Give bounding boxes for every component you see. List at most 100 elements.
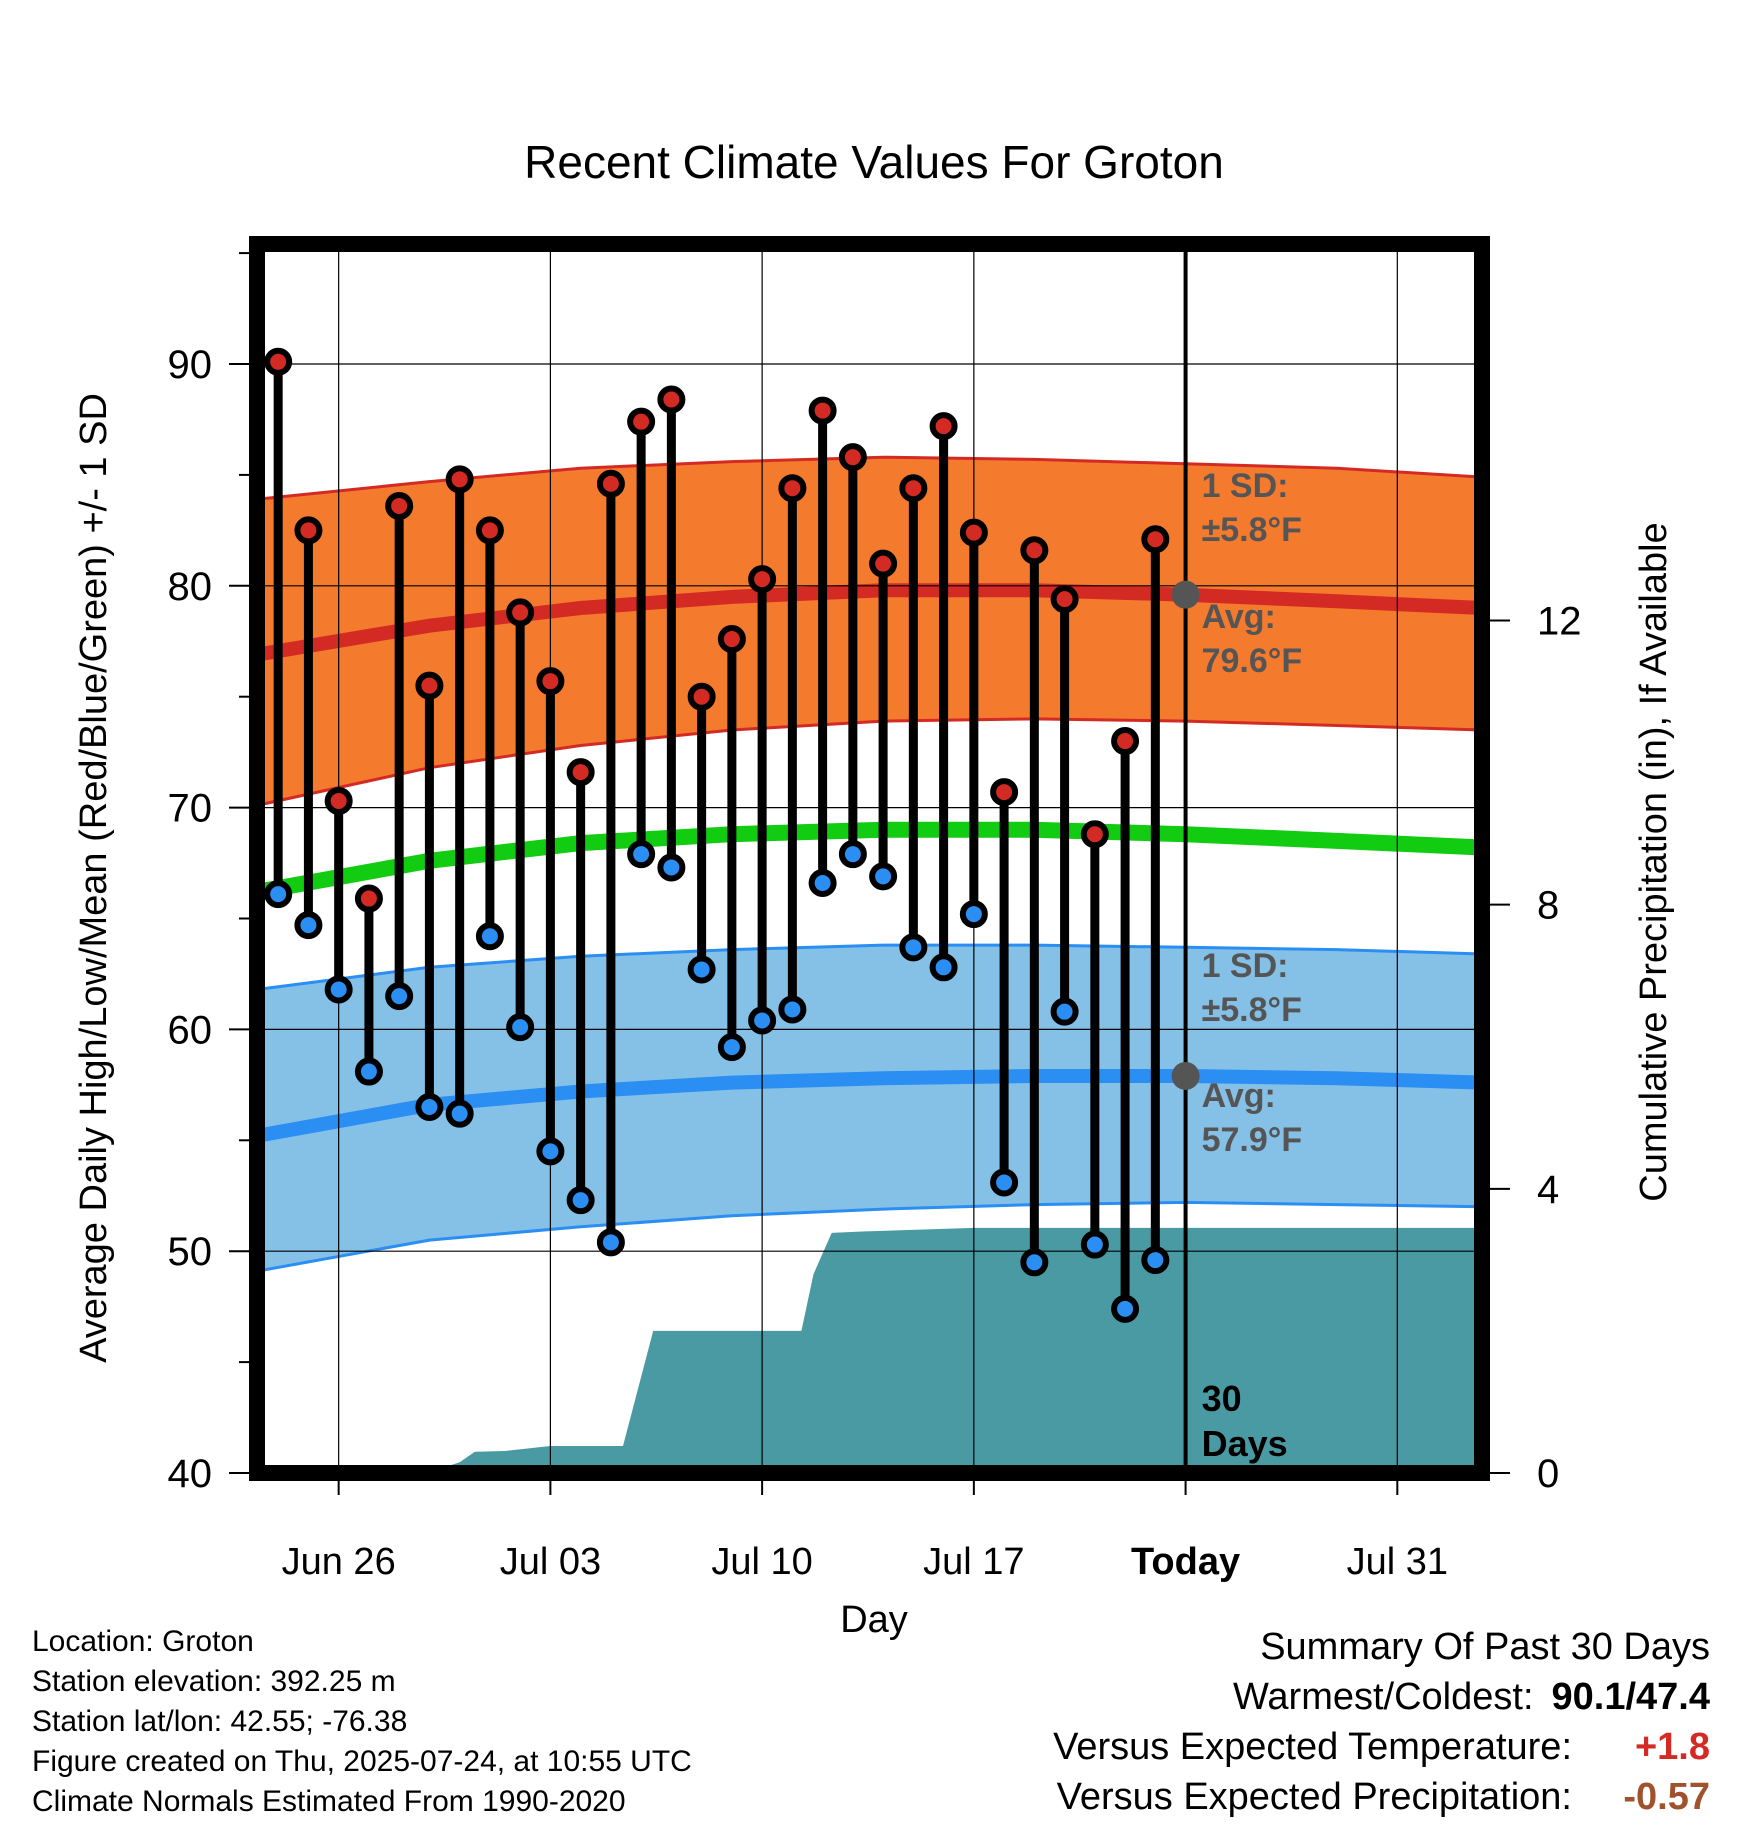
high-marker xyxy=(1141,525,1170,554)
low-marker xyxy=(536,1137,565,1166)
created-text: Figure created on Thu, 2025-07-24, at 10… xyxy=(32,1745,692,1778)
low-avg-label: Avg: xyxy=(1202,1077,1276,1115)
precip-area xyxy=(257,1227,1482,1473)
summary-warm-cold: Warmest/Coldest: 90.1/47.4 xyxy=(1053,1672,1710,1722)
high-marker xyxy=(929,412,958,441)
y2-tick-label: 8 xyxy=(1537,884,1559,928)
high-marker xyxy=(536,667,565,696)
high-marker xyxy=(506,598,535,627)
summary-temp: Versus Expected Temperature: +1.8 xyxy=(1053,1722,1710,1772)
y2-tick-label: 4 xyxy=(1537,1168,1559,1212)
low-marker xyxy=(627,840,656,869)
y-tick-label: 80 xyxy=(168,565,213,609)
low-sd-lower-edge xyxy=(256,1200,1483,1273)
high-marker xyxy=(294,516,323,545)
high-sd-label: 1 SD: xyxy=(1202,467,1289,505)
high-sd-upper-edge xyxy=(256,455,1483,501)
normal-low-line xyxy=(255,1069,1483,1143)
high-marker xyxy=(808,396,837,425)
y-tick-label: 70 xyxy=(168,787,213,831)
elevation-text: Station elevation: 392.25 m xyxy=(32,1665,396,1698)
summary-panel: Summary Of Past 30 Days Warmest/Coldest:… xyxy=(1053,1622,1710,1822)
low-marker xyxy=(385,982,414,1011)
low-marker xyxy=(687,955,716,984)
low-marker xyxy=(838,840,867,869)
low-marker xyxy=(324,975,353,1004)
y-tick-label: 50 xyxy=(168,1230,213,1274)
low-sd-band xyxy=(257,945,1482,1272)
precip-label: Versus Expected Precipitation: xyxy=(1056,1776,1572,1818)
x-tick-label: Jul 31 xyxy=(1347,1541,1448,1583)
low-marker xyxy=(959,900,988,929)
y-tick-label: 60 xyxy=(168,1008,213,1052)
high-marker xyxy=(566,758,595,787)
low-marker xyxy=(869,862,898,891)
y-tick-label: 90 xyxy=(168,343,213,387)
low-marker xyxy=(596,1228,625,1257)
high-marker xyxy=(838,443,867,472)
low-marker xyxy=(717,1033,746,1062)
temp-value: +1.8 xyxy=(1634,1726,1710,1768)
high-marker xyxy=(748,565,777,594)
high-marker xyxy=(990,778,1019,807)
low-sd-value: ±5.8°F xyxy=(1202,991,1302,1029)
low-marker xyxy=(899,933,928,962)
precip-value: -0.57 xyxy=(1623,1776,1710,1818)
low-marker xyxy=(990,1168,1019,1197)
summary-precip: Versus Expected Precipitation: -0.57 xyxy=(1053,1772,1710,1822)
x-tick-label: Today xyxy=(1131,1541,1240,1583)
y-axis-label: Average Daily High/Low/Mean (Red/Blue/Gr… xyxy=(73,393,115,1363)
low-marker xyxy=(506,1013,535,1042)
high-marker xyxy=(1050,585,1079,614)
high-marker xyxy=(778,474,807,503)
low-marker xyxy=(415,1093,444,1122)
low-marker xyxy=(1080,1230,1109,1259)
today-low-normal-marker xyxy=(1171,1061,1200,1090)
window-days-label: Days xyxy=(1202,1423,1288,1464)
low-marker xyxy=(475,922,504,951)
low-marker xyxy=(808,869,837,898)
high-marker xyxy=(445,465,474,494)
plot-frame xyxy=(249,236,1490,1481)
high-avg-value: 79.6°F xyxy=(1202,642,1303,680)
high-marker xyxy=(899,474,928,503)
high-marker xyxy=(354,884,383,913)
y2-axis-label: Cumulative Precipitation (in), If Availa… xyxy=(1633,522,1675,1201)
high-marker xyxy=(657,385,686,414)
low-marker xyxy=(1050,997,1079,1026)
high-marker xyxy=(687,682,716,711)
x-axis-label: Day xyxy=(840,1599,908,1641)
low-sd-upper-edge xyxy=(256,943,1483,991)
high-marker xyxy=(959,518,988,547)
low-marker xyxy=(294,911,323,940)
low-marker xyxy=(657,853,686,882)
low-avg-value: 57.9°F xyxy=(1202,1121,1303,1159)
normal-mean-line xyxy=(255,821,1483,900)
high-marker xyxy=(1111,727,1140,756)
x-tick-label: Jul 10 xyxy=(711,1541,812,1583)
low-marker xyxy=(264,880,293,909)
high-marker xyxy=(869,549,898,578)
low-marker xyxy=(354,1057,383,1086)
low-marker xyxy=(778,995,807,1024)
high-marker xyxy=(264,347,293,376)
low-marker xyxy=(929,953,958,982)
temp-label: Versus Expected Temperature: xyxy=(1053,1726,1572,1768)
low-marker xyxy=(1020,1248,1049,1277)
y-tick-label: 40 xyxy=(168,1452,213,1496)
today-high-normal-marker xyxy=(1171,580,1200,609)
chart-title: Recent Climate Values For Groton xyxy=(524,136,1224,188)
low-sd-label: 1 SD: xyxy=(1202,947,1289,985)
high-marker xyxy=(627,407,656,436)
high-marker xyxy=(596,469,625,498)
warm-cold-label: Warmest/Coldest: xyxy=(1232,1676,1534,1718)
x-tick-label: Jul 03 xyxy=(500,1541,601,1583)
location-text: Location: Groton xyxy=(32,1625,254,1658)
y2-tick-label: 0 xyxy=(1537,1452,1559,1496)
high-avg-label: Avg: xyxy=(1202,598,1276,636)
x-tick-label: Jul 17 xyxy=(923,1541,1024,1583)
high-marker xyxy=(324,786,353,815)
window-days-number: 30 xyxy=(1202,1378,1242,1419)
low-marker xyxy=(566,1186,595,1215)
